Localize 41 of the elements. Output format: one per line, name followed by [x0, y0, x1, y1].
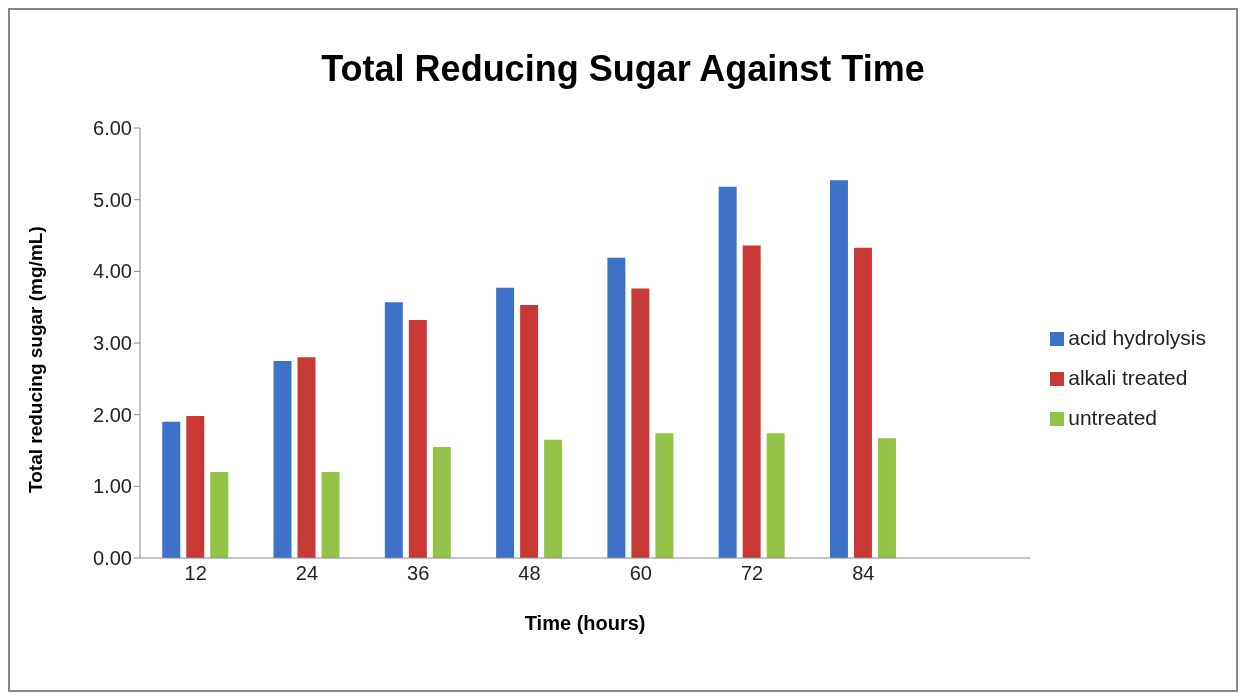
x-tick-label: 12 — [184, 562, 207, 585]
legend-label: acid hydrolysis — [1068, 326, 1206, 349]
x-tick-label: 84 — [852, 562, 875, 585]
bar — [408, 320, 427, 558]
bar — [631, 288, 650, 558]
bar — [162, 421, 181, 558]
x-axis-title: Time (hours) — [524, 612, 646, 634]
y-tick-label: 5.00 — [93, 188, 132, 211]
bar — [432, 446, 451, 558]
y-axis-title: Total reducing sugar (mg/mL) — [24, 226, 46, 493]
bar — [655, 433, 674, 558]
bar — [766, 433, 785, 558]
y-tick-label: 4.00 — [93, 260, 132, 283]
y-tick-label: 0.00 — [93, 547, 132, 570]
bar — [544, 439, 563, 558]
bar — [853, 247, 872, 558]
bar — [607, 257, 626, 558]
bar — [718, 186, 737, 558]
bar — [520, 305, 539, 558]
y-tick-label: 2.00 — [93, 403, 132, 426]
x-tick-label: 36 — [407, 562, 430, 585]
bar — [384, 302, 403, 558]
legend-label: alkali treated — [1068, 366, 1188, 389]
x-tick-label: 60 — [629, 562, 652, 585]
x-tick-label: 24 — [295, 562, 319, 585]
bar — [321, 472, 340, 558]
bar — [829, 180, 848, 558]
y-tick-label: 1.00 — [93, 475, 132, 498]
bar — [297, 357, 316, 558]
bar — [273, 360, 292, 558]
legend-label: untreated — [1068, 406, 1158, 429]
bar — [186, 416, 205, 558]
bar — [496, 287, 515, 558]
y-tick-label: 6.00 — [93, 117, 132, 140]
x-tick-label: 72 — [740, 562, 764, 585]
bar — [210, 472, 229, 558]
bar — [742, 245, 761, 558]
y-tick-label: 3.00 — [93, 332, 132, 355]
x-tick-label: 48 — [518, 562, 541, 585]
bar — [877, 438, 896, 558]
chart-title: Total Reducing Sugar Against Time — [320, 48, 926, 91]
